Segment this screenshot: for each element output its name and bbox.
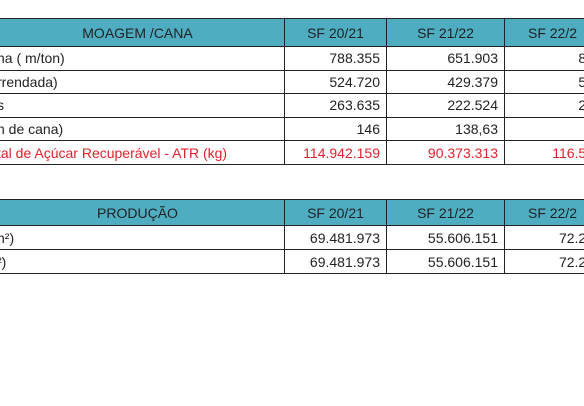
value-cell: 524.720: [284, 69, 387, 95]
header-cell: MOAGEM /CANA: [0, 18, 285, 47]
value-cell: 788.355: [284, 46, 387, 71]
value-cell: 651.903: [386, 46, 505, 71]
label-cell: rrendada): [0, 69, 285, 95]
value-cell: 69.481.973: [284, 249, 387, 274]
value-cell: 69.481.973: [284, 225, 387, 250]
header-cell: SF 21/22: [386, 199, 505, 226]
header-cell: SF 20/21: [284, 18, 387, 47]
value-cell: 72.28: [504, 225, 584, 250]
value-cell: 114.942.159: [284, 140, 387, 165]
label-cell: ²): [0, 249, 285, 274]
value-cell: 55.606.151: [386, 249, 505, 274]
value-cell: 1: [504, 116, 584, 142]
header-cell: SF 20/21: [284, 199, 387, 226]
value-cell: 138,63: [386, 116, 505, 142]
header-cell: PRODUÇÃO: [0, 199, 285, 226]
label-cell: n de cana): [0, 116, 285, 142]
value-cell: 55.606.151: [386, 225, 505, 250]
value-cell: 263.635: [284, 93, 387, 118]
label-cell: na ( m/ton): [0, 46, 285, 71]
label-cell: tal de Açúcar Recuperável - ATR (kg): [0, 140, 285, 165]
value-cell: 222.524: [386, 93, 505, 118]
value-cell: 429.379: [386, 69, 505, 95]
value-cell: 116.52: [504, 140, 584, 165]
value-cell: 28: [504, 93, 584, 118]
label-cell: s: [0, 93, 285, 118]
value-cell: 72.28: [504, 249, 584, 274]
label-cell: n²): [0, 225, 285, 250]
header-cell: SF 22/2: [504, 199, 584, 226]
value-cell: 90.373.313: [386, 140, 505, 165]
value-cell: 57: [504, 69, 584, 95]
header-cell: SF 22/2: [504, 18, 584, 47]
value-cell: 85: [504, 46, 584, 71]
value-cell: 146: [284, 116, 387, 142]
header-cell: SF 21/22: [386, 18, 505, 47]
